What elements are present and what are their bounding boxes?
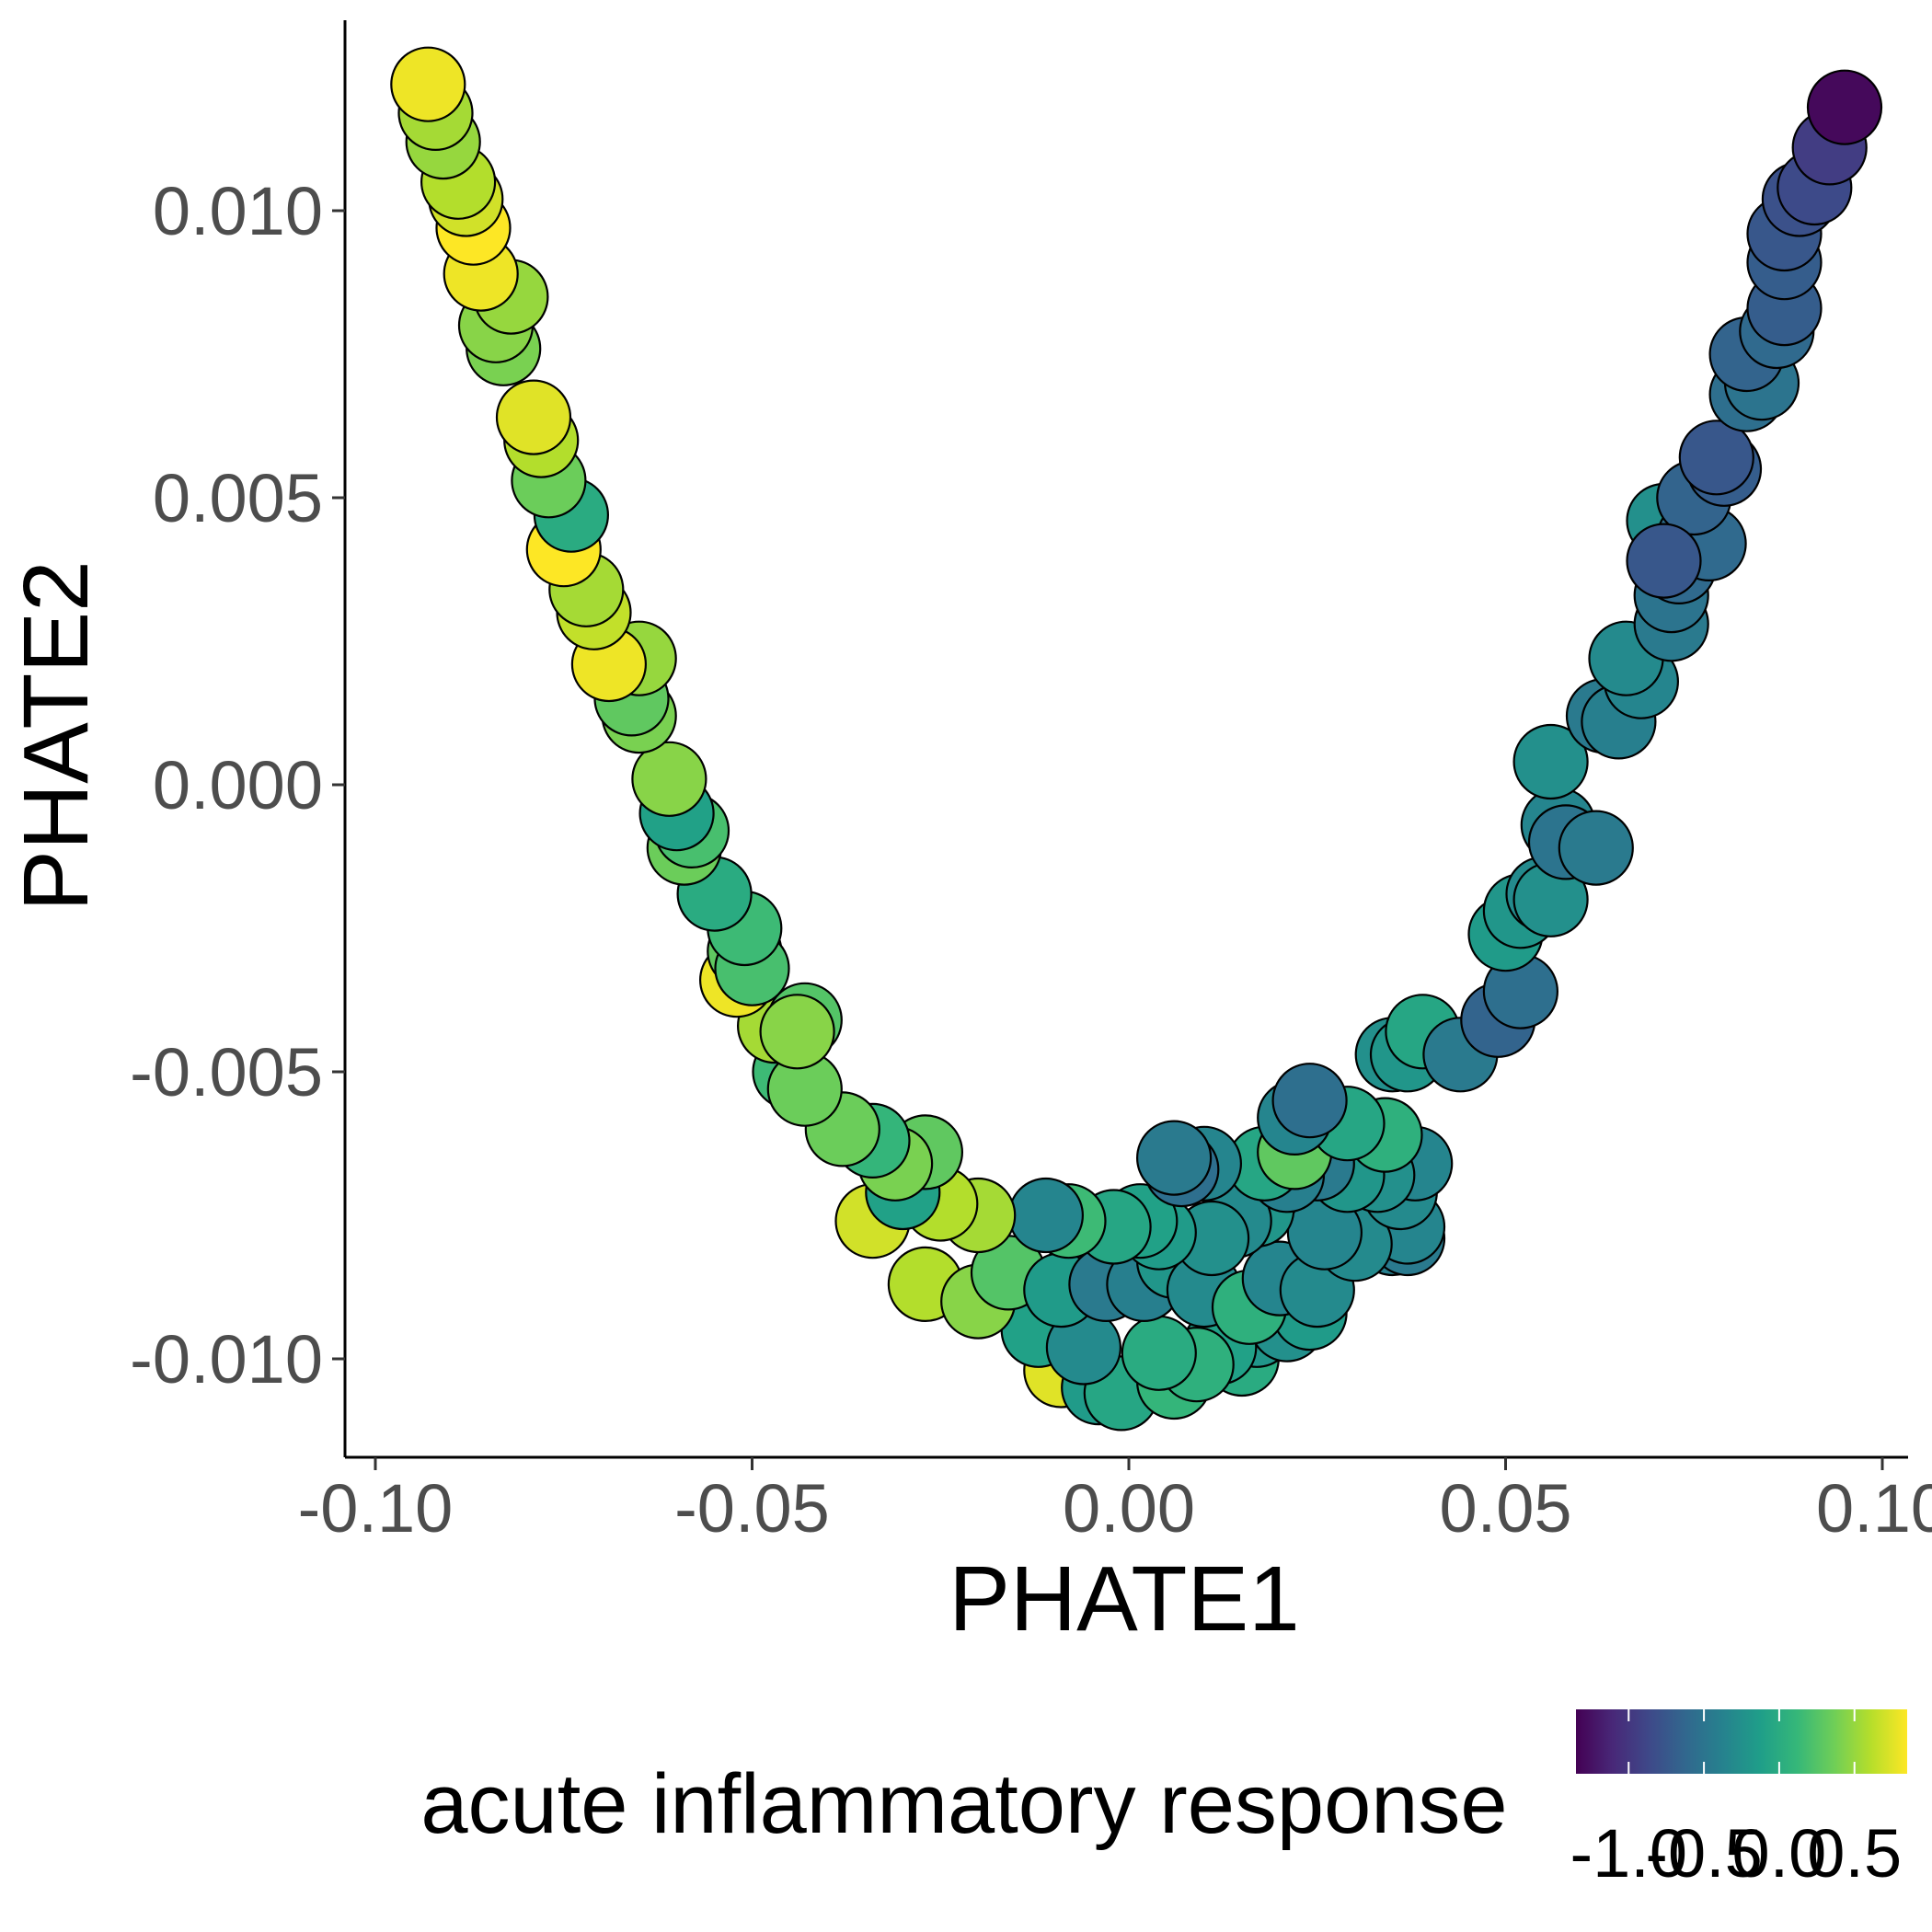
x-tick-label: 0.00: [1063, 1470, 1195, 1547]
data-point: [495, 379, 572, 455]
legend-tick-label: 0.0: [1731, 1815, 1826, 1892]
x-tick-label: 0.10: [1816, 1470, 1932, 1547]
x-tick-label: -0.10: [298, 1470, 454, 1547]
legend-title: acute inflammatory response: [420, 1757, 1507, 1851]
legend-tick-label: -1.0: [1570, 1815, 1688, 1892]
data-point: [759, 994, 835, 1070]
data-point: [1678, 420, 1754, 496]
data-point: [1271, 1063, 1348, 1139]
y-tick-label: -0.010: [130, 1321, 323, 1397]
y-ticks: 0.010 0.005 0.000 -0.005 -0.010: [130, 173, 345, 1397]
data-point: [631, 741, 707, 817]
y-axis-title: PHATE2: [5, 560, 108, 912]
x-ticks: -0.10 -0.05 0.00 0.05 0.10: [298, 1457, 1932, 1547]
data-point: [1121, 1315, 1197, 1391]
color-legend: -1.0-0.50.00.5: [1570, 1709, 1907, 1892]
x-tick-label: 0.05: [1439, 1470, 1571, 1547]
data-point: [1626, 523, 1702, 599]
y-tick-label: 0.010: [153, 173, 323, 249]
legend-tick-label: 0.5: [1807, 1815, 1902, 1892]
y-tick-label: -0.005: [130, 1034, 323, 1110]
data-point: [1806, 69, 1883, 145]
axes-layer: [343, 20, 1908, 1459]
legend-tick-label: -0.5: [1645, 1815, 1763, 1892]
data-point: [390, 46, 466, 122]
points-layer: [390, 46, 1883, 1432]
y-tick-label: 0.005: [153, 460, 323, 536]
data-point: [1135, 1120, 1213, 1196]
x-tick-label: -0.05: [674, 1470, 830, 1547]
data-point: [1558, 810, 1634, 886]
data-point: [1007, 1177, 1085, 1254]
y-tick-label: 0.000: [153, 747, 323, 823]
data-point: [1512, 723, 1589, 800]
legend-ticks: -1.0-0.50.00.5: [1570, 1709, 1902, 1892]
x-axis-title: PHATE1: [949, 1547, 1300, 1650]
color-legend-bar: [1576, 1709, 1907, 1774]
